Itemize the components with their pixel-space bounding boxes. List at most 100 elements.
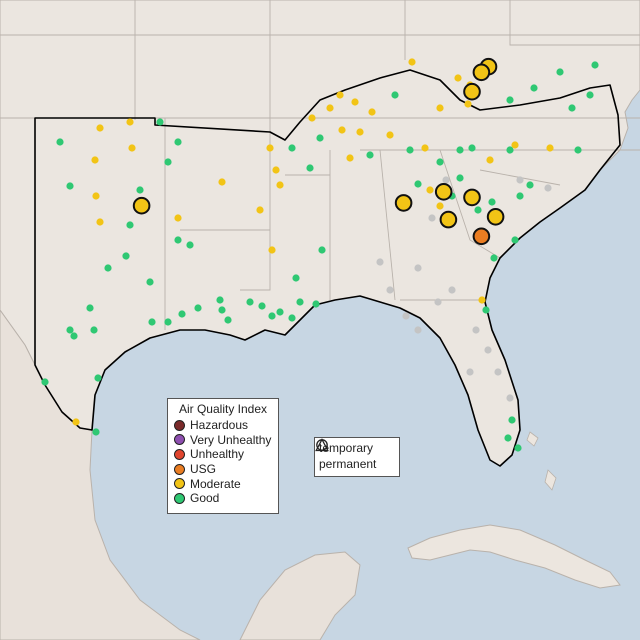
sensor-dot: [506, 96, 514, 104]
sensor-dot: [224, 316, 232, 324]
large-sensor-marker[interactable]: [132, 196, 151, 215]
large-sensor-marker[interactable]: [472, 63, 491, 82]
sensor-dot: [478, 296, 486, 304]
legend-label: Moderate: [190, 476, 241, 491]
sensor-dot: [268, 246, 276, 254]
sensor-dot: [288, 314, 296, 322]
large-sensor-marker[interactable]: [463, 82, 481, 101]
sensor-dot: [504, 434, 512, 442]
usg-swatch: [174, 463, 185, 475]
very-unhealthy-swatch: [174, 434, 185, 446]
sensor-dot: [156, 118, 164, 126]
large-sensor-marker[interactable]: [394, 194, 413, 212]
sensor-dot: [174, 138, 182, 146]
sensor-dot: [448, 286, 456, 294]
sensor-dot: [516, 192, 524, 200]
sensor-dot: [511, 141, 519, 149]
sensor-dot: [474, 206, 482, 214]
sensor-dot: [174, 236, 182, 244]
large-sensor-marker[interactable]: [434, 183, 453, 201]
sensor-dot: [308, 114, 316, 122]
state-border: [509, 0, 640, 46]
sensor-dot: [436, 158, 444, 166]
sensor-dot: [164, 158, 172, 166]
sensor-dot: [346, 154, 354, 162]
sensor-dot: [490, 254, 498, 262]
sensor-dot: [464, 100, 472, 108]
legend-item-good: Good: [168, 491, 278, 506]
sensor-dot: [94, 374, 102, 382]
sensor-dot: [216, 296, 224, 304]
sensor-dot: [506, 394, 514, 402]
legend-label: Good: [190, 491, 220, 506]
sensor-dot: [96, 124, 104, 132]
good-swatch: [174, 492, 185, 504]
sensor-dot: [436, 202, 444, 210]
large-sensor-marker[interactable]: [439, 210, 458, 229]
sensor-dot: [218, 306, 226, 314]
monitor-type-legend: temporary permanent: [314, 437, 400, 477]
sensor-dot: [514, 444, 522, 452]
sensor-dot: [386, 131, 394, 139]
large-sensor-markers[interactable]: [132, 57, 505, 246]
legend-item-permanent: permanent: [315, 438, 399, 472]
aqi-legend-title: Air Quality Index: [178, 402, 268, 416]
sensor-dot: [454, 74, 462, 82]
moderate-swatch: [174, 478, 185, 490]
sensor-dot: [556, 68, 564, 76]
sensor-dot: [272, 166, 280, 174]
region-outline: [34, 69, 621, 467]
sensor-dot: [408, 58, 416, 66]
sensor-dot: [574, 146, 582, 154]
sensor-dot: [246, 298, 254, 306]
sensor-dot: [312, 300, 320, 308]
sensor-dot: [442, 176, 450, 184]
legend-label: USG: [190, 462, 217, 477]
sensor-dot: [544, 184, 552, 192]
sensor-dot: [391, 91, 399, 99]
sensor-dot: [128, 144, 136, 152]
sensor-dot: [586, 91, 594, 99]
sensor-dot: [164, 318, 172, 326]
sensor-dot: [488, 198, 496, 206]
us-land: [0, 0, 640, 467]
sensor-dot: [86, 304, 94, 312]
large-sensor-marker[interactable]: [472, 227, 491, 246]
sensor-dot: [482, 306, 490, 314]
sensor-dot: [92, 428, 100, 436]
sensor-dot: [568, 104, 576, 112]
sensor-dot: [468, 144, 476, 152]
sensor-dot: [136, 186, 144, 194]
hazardous-swatch: [174, 419, 185, 431]
legend-item-unhealthy: Unhealthy: [168, 447, 278, 462]
sensor-dot: [546, 144, 554, 152]
sensor-dot: [90, 326, 98, 334]
unhealthy-swatch: [174, 448, 185, 460]
sensor-dot: [306, 164, 314, 172]
sensor-dot: [472, 326, 480, 334]
sensor-dot: [338, 126, 346, 134]
sensor-dot: [351, 98, 359, 106]
sensor-dot: [96, 218, 104, 226]
triangle-icon: [315, 438, 329, 452]
sensor-dot: [194, 304, 202, 312]
sensor-dot: [316, 134, 324, 142]
large-sensor-marker[interactable]: [486, 208, 505, 226]
sensor-dot: [484, 346, 492, 354]
sensor-dot: [414, 326, 422, 334]
sensor-dot: [70, 332, 78, 340]
sensor-dot: [104, 264, 112, 272]
large-sensor-marker[interactable]: [463, 188, 481, 207]
sensor-dot: [508, 416, 516, 424]
sensor-dot: [376, 258, 384, 266]
sensor-dot: [66, 326, 74, 334]
sensor-dot: [174, 214, 182, 222]
sensor-dot: [296, 298, 304, 306]
state-border: [379, 149, 396, 301]
legend-item-very-unhealthy: Very Unhealthy: [168, 433, 278, 448]
sensor-dot: [186, 241, 194, 249]
yucatan-land: [239, 551, 361, 640]
